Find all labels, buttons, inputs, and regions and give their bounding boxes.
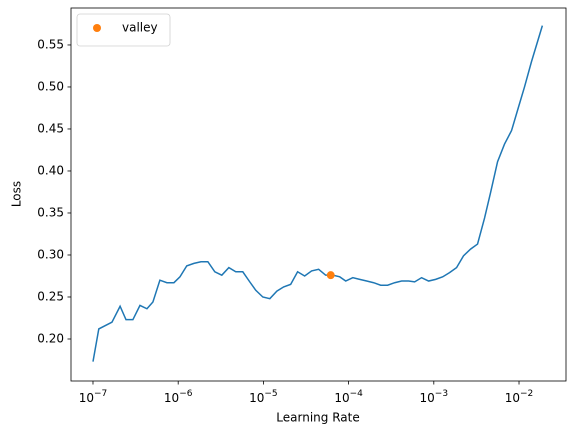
x-tick-label: 10−4 — [334, 389, 363, 405]
y-tick-label: 0.25 — [37, 289, 64, 303]
y-tick-label: 0.20 — [37, 331, 64, 345]
x-tick-label: 10−7 — [79, 389, 108, 405]
legend-marker — [93, 24, 101, 32]
valley-point — [326, 271, 335, 280]
x-tick-label: 10−2 — [505, 389, 534, 405]
loss-line — [92, 25, 544, 362]
y-tick-label: 0.55 — [37, 37, 64, 51]
legend-label: valley — [122, 21, 158, 35]
legend-box — [76, 13, 171, 47]
plot-area — [70, 7, 567, 382]
y-tick-label: 0.30 — [37, 247, 64, 261]
x-tick-label: 10−6 — [164, 389, 193, 405]
x-tick-label: 10−3 — [420, 389, 449, 405]
y-tick-label: 0.45 — [37, 121, 64, 135]
x-axis-label: Learning Rate — [276, 411, 359, 425]
y-axis-label: Loss — [10, 181, 24, 207]
y-tick-label: 0.50 — [37, 79, 64, 93]
x-tick-label: 10−5 — [249, 389, 278, 405]
y-tick-label: 0.35 — [37, 205, 64, 219]
y-tick-label: 0.40 — [37, 163, 64, 177]
